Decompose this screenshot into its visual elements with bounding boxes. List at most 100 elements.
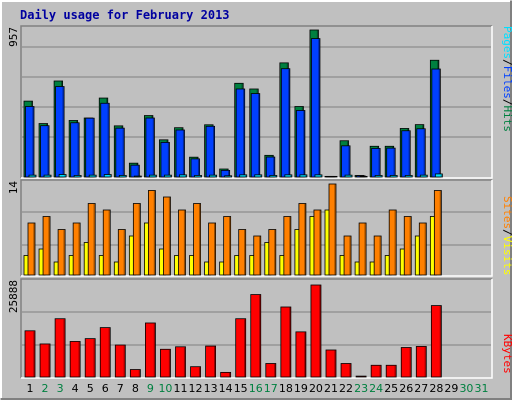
- sites-bar-day-9: [147, 190, 156, 276]
- files-bar-day-11: [175, 129, 185, 178]
- files-bar-day-1: [25, 106, 35, 178]
- kbytes-bar-day-26: [400, 347, 412, 378]
- sites-bar-day-11: [178, 209, 186, 276]
- hits-files-axis-label: Pages/Files/Hits: [501, 26, 512, 132]
- kbytes-bar-day-2: [39, 343, 51, 378]
- files-bar-day-13: [205, 125, 216, 178]
- kbytes-bar-day-21: [325, 349, 337, 378]
- sites-visits-axis-label: Sites/Visits: [501, 196, 512, 276]
- files-bar-day-22: [341, 145, 351, 178]
- kbytes-bar-day-1: [24, 330, 36, 378]
- files-bar-day-15: [235, 88, 246, 178]
- sites-bar-day-6: [102, 209, 111, 276]
- sites-bar-day-19: [298, 203, 307, 276]
- kbytes-bar-day-19: [295, 331, 307, 378]
- sites-bar-day-12: [193, 203, 201, 276]
- kbytes-bar-day-27: [415, 346, 427, 378]
- sites-bar-day-28: [433, 190, 442, 276]
- files-bar-day-17: [265, 156, 276, 178]
- day-label-21: 21: [324, 382, 338, 395]
- kbytes-legend-label: KBytes: [501, 334, 512, 374]
- day-label-1: 1: [27, 382, 34, 395]
- files-bar-day-3: [55, 86, 65, 178]
- pages-bar-day-12: [194, 175, 202, 178]
- files-bar-day-8: [130, 164, 140, 178]
- files-bar-day-18: [280, 68, 291, 178]
- pages-bar-day-27: [419, 174, 428, 178]
- kbytes-bar-day-22: [340, 363, 352, 378]
- sites-bar-day-18: [283, 216, 292, 276]
- day-label-26: 26: [399, 382, 413, 395]
- day-axis-labels: 1 2 3 4 5 6 7 8 9 10 11 12 13 14 15 16 17 18 19 20 21 22 23 24 2…: [27, 382, 489, 395]
- day-label-14: 14: [219, 382, 233, 395]
- hits-scale-label: 957: [7, 27, 20, 47]
- sites-bar-day-2: [42, 216, 51, 276]
- sites-bar-day-24: [373, 235, 382, 276]
- day-label-30: 30: [459, 382, 473, 395]
- pages-bar-day-28: [434, 173, 443, 178]
- files-bar-day-7: [115, 127, 125, 178]
- day-label-4: 4: [72, 382, 79, 395]
- kbytes-bar-day-7: [114, 344, 126, 378]
- kbytes-bar-day-9: [144, 322, 156, 378]
- kbytes-bar-day-20: [310, 284, 322, 378]
- files-bar-day-28: [431, 68, 441, 178]
- day-label-24: 24: [369, 382, 383, 395]
- pages-bar-day-8: [133, 175, 142, 178]
- day-label-17: 17: [264, 382, 278, 395]
- pages-bar-day-25: [389, 175, 398, 178]
- files-bar-day-20: [311, 38, 321, 178]
- files-bar-day-6: [100, 102, 110, 178]
- visits-scale-label: 14: [7, 181, 20, 195]
- kbytes-bar-day-24: [370, 364, 382, 378]
- panel-kbytes: 25888 KBytes: [7, 278, 512, 379]
- files-bar-day-9: [145, 117, 155, 178]
- sites-bar-day-26: [403, 216, 412, 276]
- kbytes-bars: [22, 284, 491, 378]
- pages-bar-day-26: [404, 175, 413, 178]
- sites-bar-day-21: [328, 183, 337, 276]
- files-bar-day-26: [401, 130, 411, 178]
- kbytes-bar-day-8: [129, 369, 141, 378]
- day-label-15: 15: [234, 382, 248, 395]
- pages-bar-day-14: [224, 175, 233, 178]
- day-label-22: 22: [339, 382, 353, 395]
- pages-bar-day-17: [269, 175, 278, 178]
- pages-bar-day-7: [118, 175, 127, 178]
- day-label-11: 11: [174, 382, 188, 395]
- files-bar-day-27: [416, 128, 426, 178]
- kbytes-bar-day-15: [235, 318, 247, 378]
- day-label-13: 13: [204, 382, 218, 395]
- pages-bar-day-11: [179, 174, 187, 178]
- sites-bar-day-10: [163, 196, 171, 276]
- kbytes-bar-day-13: [205, 345, 217, 378]
- kbytes-bar-day-16: [250, 294, 262, 378]
- sites-bar-day-7: [117, 229, 126, 276]
- legend-separator: /: [501, 229, 512, 236]
- chart-title: Daily usage for February 2013: [20, 8, 230, 22]
- kbytes-axis-label: KBytes: [501, 334, 512, 374]
- day-label-25: 25: [384, 382, 398, 395]
- sites-bar-day-5: [87, 203, 96, 276]
- kbytes-bar-day-10: [160, 348, 171, 378]
- pages-bar-day-20: [314, 174, 323, 178]
- pages-bar-day-21: [329, 175, 338, 178]
- day-label-31: 31: [475, 382, 489, 395]
- pages-bar-day-16: [254, 174, 263, 178]
- kbytes-bar-day-5: [84, 338, 96, 378]
- kbytes-bar-day-25: [385, 364, 397, 378]
- sites-bar-day-22: [343, 235, 352, 276]
- sites-bar-day-16: [253, 235, 262, 276]
- day-label-16: 16: [249, 382, 263, 395]
- kbytes-bar-day-4: [69, 341, 81, 378]
- day-label-19: 19: [294, 382, 308, 395]
- day-label-2: 2: [42, 382, 49, 395]
- sites-bar-day-13: [208, 222, 217, 276]
- day-label-8: 8: [132, 382, 139, 395]
- files-legend-label: Files: [501, 66, 512, 99]
- panel-visits-sites: 14 Sites/Visits: [7, 179, 512, 277]
- sites-bar-day-25: [388, 209, 397, 276]
